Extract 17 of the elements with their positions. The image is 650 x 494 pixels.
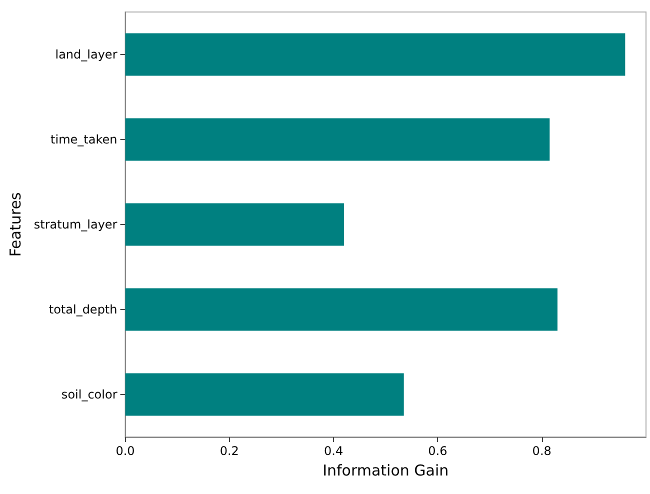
y-tick-label: total_depth [48, 302, 118, 316]
bar [125, 203, 344, 246]
bar [125, 118, 550, 161]
bar [125, 373, 404, 416]
x-tick-label: 0.8 [532, 444, 552, 458]
y-tick-label: soil_color [61, 388, 118, 402]
x-tick-label: 0.2 [220, 444, 239, 458]
bar [125, 33, 626, 76]
y-tick-label: land_layer [55, 48, 118, 62]
x-tick-label: 0.0 [116, 444, 135, 458]
bar [125, 288, 558, 331]
y-axis-title: Features [6, 192, 24, 257]
x-axis-title: Information Gain [322, 462, 449, 480]
y-tick-label: stratum_layer [34, 218, 118, 232]
x-tick-label: 0.4 [324, 444, 344, 458]
y-tick-label: time_taken [50, 132, 118, 146]
x-tick-label: 0.6 [428, 444, 448, 458]
